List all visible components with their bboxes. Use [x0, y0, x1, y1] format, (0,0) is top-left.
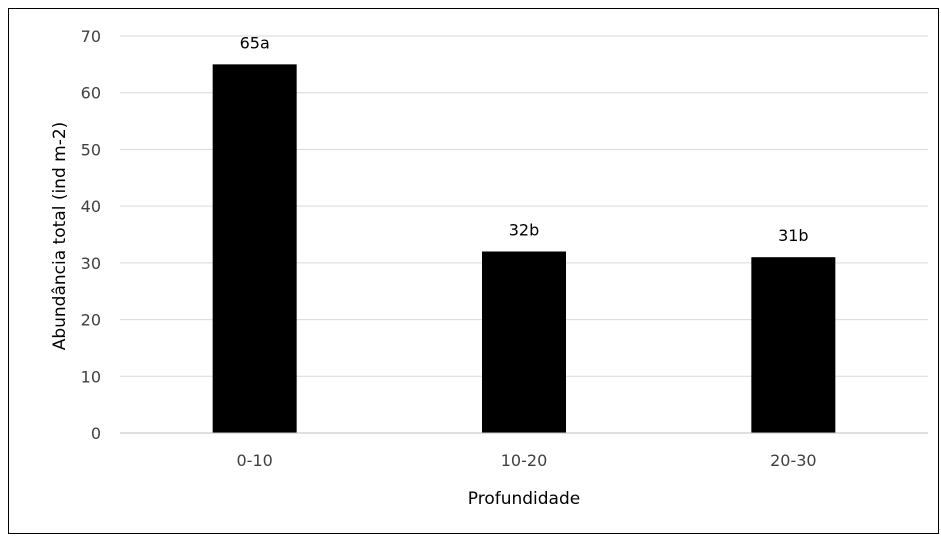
data-label: 31b — [778, 226, 809, 245]
y-tick-label: 60 — [81, 84, 101, 103]
x-axis-ticks: 0-10 10-20 20-30 — [237, 451, 817, 470]
y-tick-label: 70 — [81, 27, 101, 46]
data-label: 65a — [240, 33, 270, 52]
x-tick-label: 20-30 — [770, 451, 817, 470]
bars — [212, 64, 836, 433]
bar-10-20 — [482, 251, 566, 433]
x-tick-label: 0-10 — [237, 451, 273, 470]
y-tick-label: 50 — [81, 140, 101, 159]
bar-0-10 — [212, 64, 297, 433]
y-tick-label: 20 — [81, 311, 101, 330]
x-axis-title: Profundidade — [468, 489, 580, 509]
y-axis-title: Abundância total (ind m-2) — [50, 122, 70, 351]
x-tick-label: 10-20 — [501, 451, 548, 470]
data-labels: 65a 32b 31b — [240, 33, 809, 245]
y-tick-label: 0 — [91, 424, 101, 443]
data-label: 32b — [509, 221, 540, 240]
y-axis-ticks: 0 10 20 30 40 50 60 70 — [81, 27, 101, 443]
y-tick-label: 30 — [81, 254, 101, 273]
y-tick-label: 40 — [81, 197, 101, 216]
y-tick-label: 10 — [81, 367, 101, 386]
bar-20-30 — [751, 257, 836, 433]
